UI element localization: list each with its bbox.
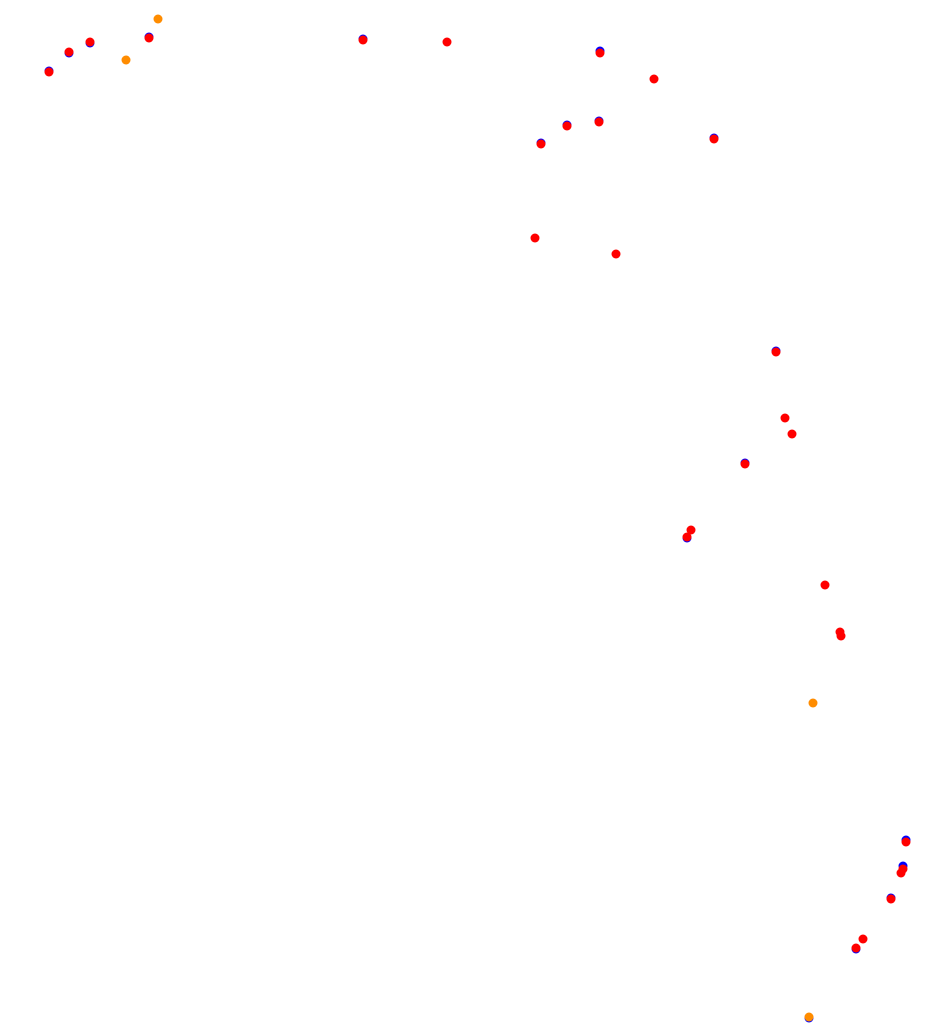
point bbox=[611, 249, 621, 259]
point bbox=[808, 698, 818, 708]
point bbox=[780, 413, 790, 423]
point bbox=[649, 74, 659, 84]
point bbox=[886, 894, 896, 904]
point bbox=[594, 117, 604, 127]
point bbox=[358, 35, 368, 45]
point bbox=[536, 139, 546, 149]
point bbox=[682, 532, 692, 542]
point bbox=[740, 459, 750, 469]
point bbox=[901, 837, 911, 847]
point bbox=[530, 233, 540, 243]
point bbox=[562, 121, 572, 131]
point bbox=[64, 47, 74, 57]
point bbox=[121, 55, 131, 65]
point bbox=[686, 525, 696, 535]
point bbox=[153, 14, 163, 24]
point bbox=[709, 134, 719, 144]
point bbox=[804, 1012, 814, 1022]
point bbox=[85, 37, 95, 47]
point bbox=[442, 37, 452, 47]
point bbox=[896, 868, 906, 878]
point bbox=[858, 934, 868, 944]
point bbox=[787, 429, 797, 439]
point bbox=[820, 580, 830, 590]
point bbox=[44, 67, 54, 77]
point bbox=[144, 33, 154, 43]
point bbox=[836, 631, 846, 641]
point bbox=[595, 48, 605, 58]
point bbox=[851, 943, 861, 953]
point bbox=[771, 347, 781, 357]
